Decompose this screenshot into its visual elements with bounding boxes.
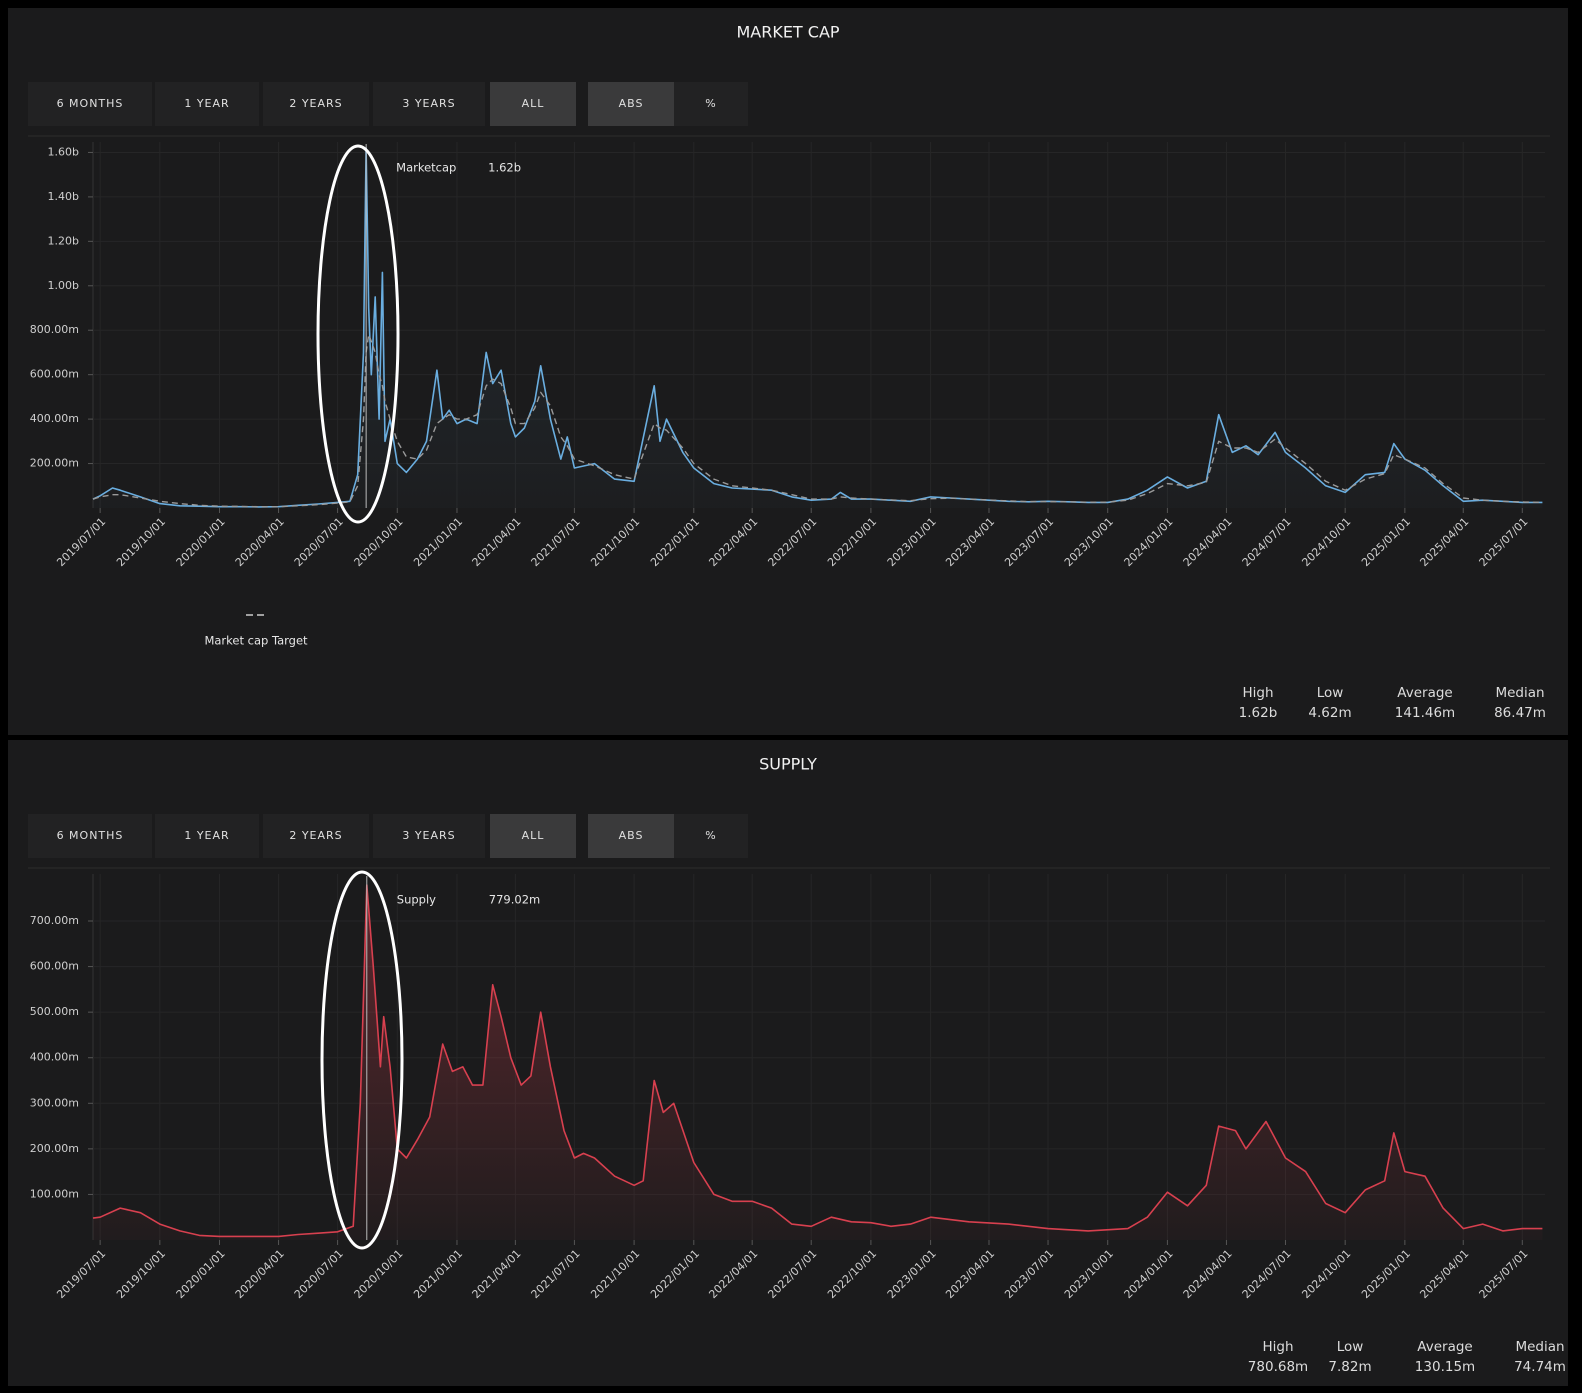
range-button-label: %	[705, 97, 716, 110]
legend-label: Market cap Target	[204, 634, 308, 648]
range-button[interactable]	[490, 82, 576, 126]
range-button-label: 1 YEAR	[184, 829, 229, 842]
series-area	[93, 885, 1543, 1240]
tooltip-value: 779.02m	[489, 893, 540, 907]
stat-value: 74.74m	[1514, 1359, 1566, 1375]
range-button-label: 2 YEARS	[289, 97, 342, 110]
stat-label: High	[1262, 1339, 1293, 1355]
highlight-ellipse	[316, 144, 400, 524]
stat-label: Average	[1417, 1339, 1472, 1355]
y-tick-label: 1.20b	[48, 234, 79, 247]
range-button[interactable]	[155, 82, 259, 126]
range-button[interactable]	[263, 814, 369, 858]
y-tick-label: 700.00m	[30, 914, 79, 927]
range-button-label: %	[705, 829, 716, 842]
stat-label: Low	[1317, 685, 1344, 701]
range-button[interactable]	[588, 814, 674, 858]
y-tick-label: 500.00m	[30, 1005, 79, 1018]
series-line	[92, 884, 1543, 1238]
y-tick-label: 100.00m	[30, 1187, 79, 1200]
stat-value: 86.47m	[1494, 705, 1546, 721]
y-tick-label: 200.00m	[30, 457, 79, 470]
range-button-label: 3 YEARS	[402, 97, 455, 110]
target-line	[92, 334, 1543, 508]
stat-label: High	[1242, 685, 1273, 701]
y-tick-label: 800.00m	[30, 323, 79, 336]
stat-label: Low	[1337, 1339, 1364, 1355]
y-tick-label: 1.00b	[48, 279, 79, 292]
y-tick-label: 300.00m	[30, 1096, 79, 1109]
range-button[interactable]	[373, 814, 485, 858]
range-button[interactable]	[28, 82, 152, 126]
range-button[interactable]	[263, 82, 369, 126]
range-button-label: 3 YEARS	[402, 829, 455, 842]
y-tick-label: 600.00m	[30, 368, 79, 381]
range-button[interactable]	[674, 82, 748, 126]
range-button-label: 6 MONTHS	[57, 97, 124, 110]
range-button-label: ALL	[522, 829, 545, 842]
panel-title: SUPPLY	[759, 755, 817, 774]
stat-value: 1.62b	[1239, 705, 1278, 721]
stat-label: Median	[1515, 1339, 1564, 1355]
y-tick-label: 400.00m	[30, 412, 79, 425]
range-button[interactable]	[588, 82, 674, 126]
stat-value: 4.62m	[1308, 705, 1351, 721]
panel-title: MARKET CAP	[736, 23, 839, 42]
stat-value: 7.82m	[1328, 1359, 1371, 1375]
tooltip-name: Marketcap	[396, 161, 456, 175]
range-button-label: ALL	[522, 97, 545, 110]
y-tick-label: 600.00m	[30, 960, 79, 973]
range-button-label: ABS	[619, 829, 644, 842]
y-tick-label: 1.60b	[48, 145, 79, 158]
tooltip-name: Supply	[397, 893, 436, 907]
stat-value: 780.68m	[1248, 1359, 1308, 1375]
stat-label: Median	[1495, 685, 1544, 701]
panel	[8, 8, 1568, 735]
y-tick-label: 200.00m	[30, 1142, 79, 1155]
range-button-label: 1 YEAR	[184, 97, 229, 110]
highlight-ellipse	[320, 870, 404, 1250]
range-button-label: 2 YEARS	[289, 829, 342, 842]
range-button-label: 6 MONTHS	[57, 829, 124, 842]
range-button[interactable]	[674, 814, 748, 858]
y-tick-label: 400.00m	[30, 1051, 79, 1064]
stat-value: 130.15m	[1415, 1359, 1475, 1375]
range-button-label: ABS	[619, 97, 644, 110]
stat-label: Average	[1397, 685, 1452, 701]
tooltip-value: 1.62b	[488, 161, 521, 175]
stat-value: 141.46m	[1395, 705, 1455, 721]
series-line	[92, 147, 1543, 508]
range-button[interactable]	[155, 814, 259, 858]
range-button[interactable]	[373, 82, 485, 126]
range-button[interactable]	[28, 814, 152, 858]
y-tick-label: 1.40b	[48, 190, 79, 203]
range-button[interactable]	[490, 814, 576, 858]
